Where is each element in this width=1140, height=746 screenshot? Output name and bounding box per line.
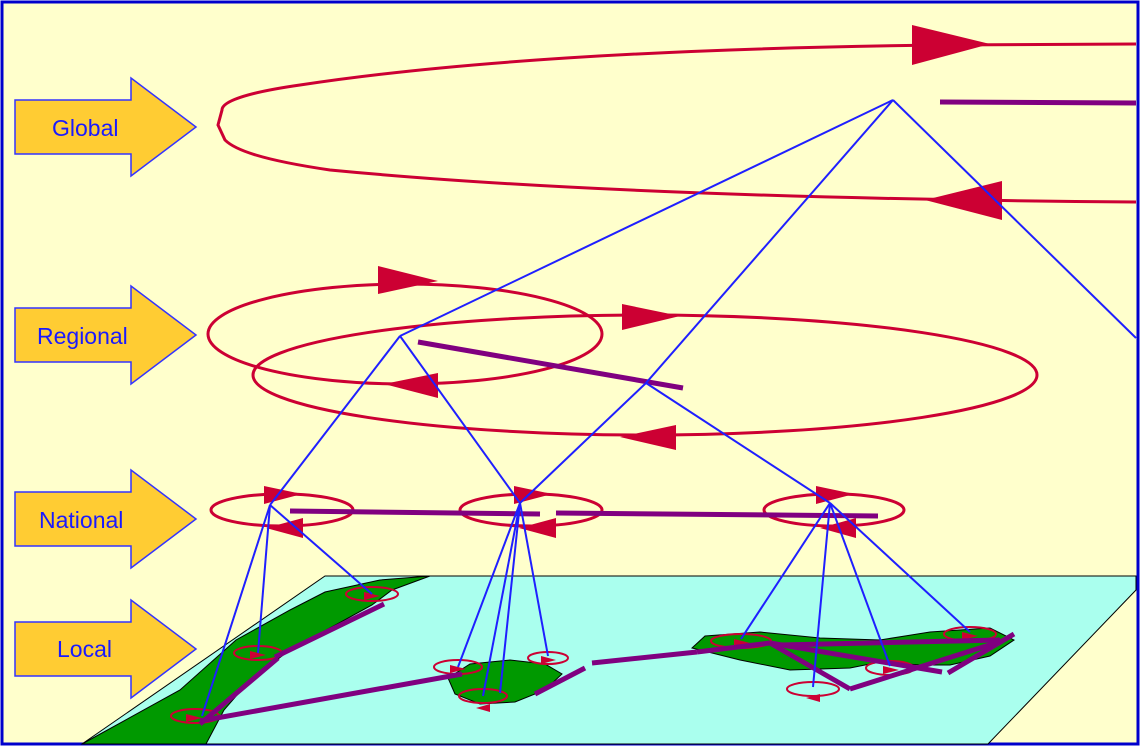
local-interconnect-lines (198, 601, 1016, 726)
level-arrow-national: National (14, 468, 198, 570)
level-label-regional: Regional (37, 323, 128, 349)
regional-interconnect-line (417, 339, 684, 391)
national-interconnect-2 (555, 510, 879, 519)
global-circulation-loop (216, 42, 1137, 204)
regional-east-arrow-west (620, 425, 676, 450)
regional-east-arrow-east (622, 304, 680, 330)
level-arrow-regional: Regional (14, 284, 198, 386)
hierarchy-links (201, 99, 1137, 717)
level-arrow-global: Global (14, 76, 198, 178)
global-loop-arrow-west (925, 181, 1002, 220)
national-2-arrow-west (519, 518, 556, 538)
regional-west-arrow-east (378, 266, 438, 294)
national-3-arrow-west (820, 518, 856, 538)
local-node-6 (458, 688, 508, 704)
national-1-arrow-west (266, 518, 303, 538)
level-arrow-local: Local (14, 598, 198, 700)
regional-west-arrow-west (384, 373, 438, 398)
local-node-1 (345, 586, 399, 602)
level-label-national: National (39, 507, 123, 533)
global-loop-arrow-east (912, 25, 990, 65)
global-interconnect-line (939, 99, 1137, 106)
level-label-global: Global (52, 115, 118, 141)
national-interconnect-1 (289, 508, 541, 517)
level-label-local: Local (57, 636, 112, 662)
